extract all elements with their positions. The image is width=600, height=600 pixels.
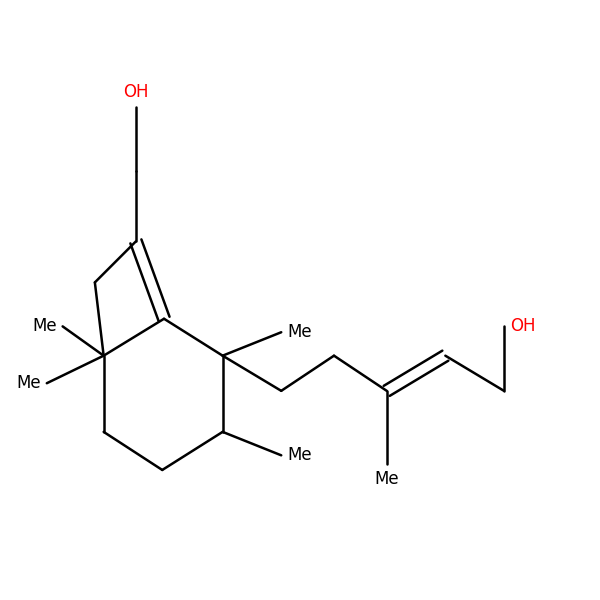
Text: Me: Me: [16, 374, 41, 392]
Text: Me: Me: [32, 317, 57, 335]
Text: Me: Me: [287, 323, 312, 341]
Text: OH: OH: [123, 83, 149, 101]
Text: Me: Me: [374, 470, 399, 488]
Text: Me: Me: [287, 446, 312, 464]
Text: OH: OH: [510, 317, 535, 335]
